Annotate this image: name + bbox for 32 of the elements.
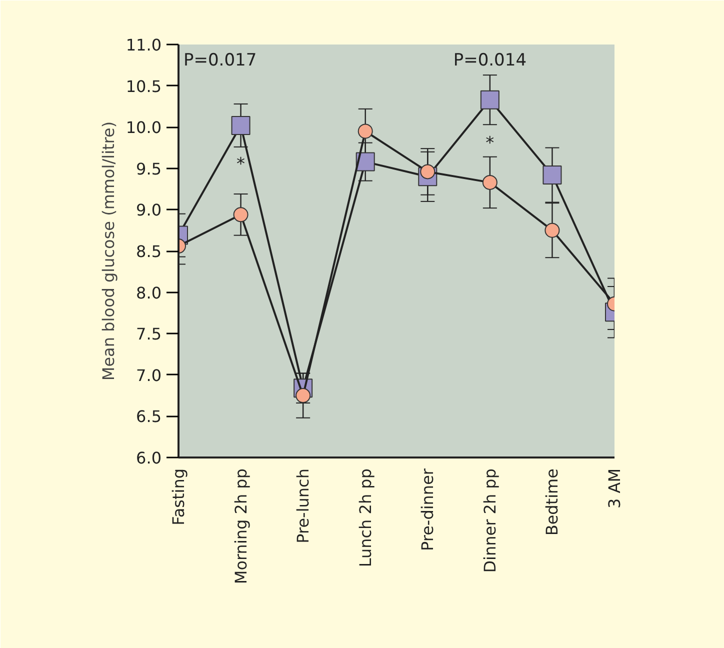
annotation: P=0.014 xyxy=(453,50,527,71)
x-tick-label: Pre-lunch xyxy=(294,468,313,544)
point xyxy=(480,90,500,110)
y-tick-label: 8.5 xyxy=(136,242,162,261)
annotation: * xyxy=(236,154,246,174)
y-axis-title: Mean blood glucose (mmol/litre) xyxy=(98,121,118,381)
point xyxy=(358,124,373,139)
y-tick-label: 10.0 xyxy=(126,118,162,138)
y-tick-label: 8.0 xyxy=(136,283,162,302)
x-tick-label: Lunch 2h pp xyxy=(356,468,375,568)
x-tick-label: 3 AM xyxy=(605,468,624,509)
point xyxy=(356,152,375,172)
x-tick-label: Bedtime xyxy=(542,468,562,536)
y-tick-label: 6.5 xyxy=(136,407,162,426)
point xyxy=(231,116,250,135)
annotation: P=0.017 xyxy=(183,50,257,71)
y-tick-label: 6.0 xyxy=(136,448,162,468)
y-tick-label: 11.0 xyxy=(126,36,162,54)
x-tick-label: Fasting xyxy=(169,468,188,526)
x-tick-label: Morning 2h pp xyxy=(231,468,250,584)
point xyxy=(233,207,248,222)
y-tick-label: 10.5 xyxy=(126,76,162,96)
y-tick-label: 9.0 xyxy=(136,200,162,220)
point xyxy=(482,174,498,190)
y-tick-label: 7.5 xyxy=(136,324,162,344)
annotation: * xyxy=(486,134,494,154)
point xyxy=(542,166,562,185)
y-tick-label: 9.5 xyxy=(136,159,162,178)
x-tick-label: Dinner 2h pp xyxy=(480,468,500,573)
point xyxy=(544,222,560,238)
x-tick-label: Pre-dinner xyxy=(418,468,438,552)
y-tick-label: 7.0 xyxy=(136,366,162,385)
